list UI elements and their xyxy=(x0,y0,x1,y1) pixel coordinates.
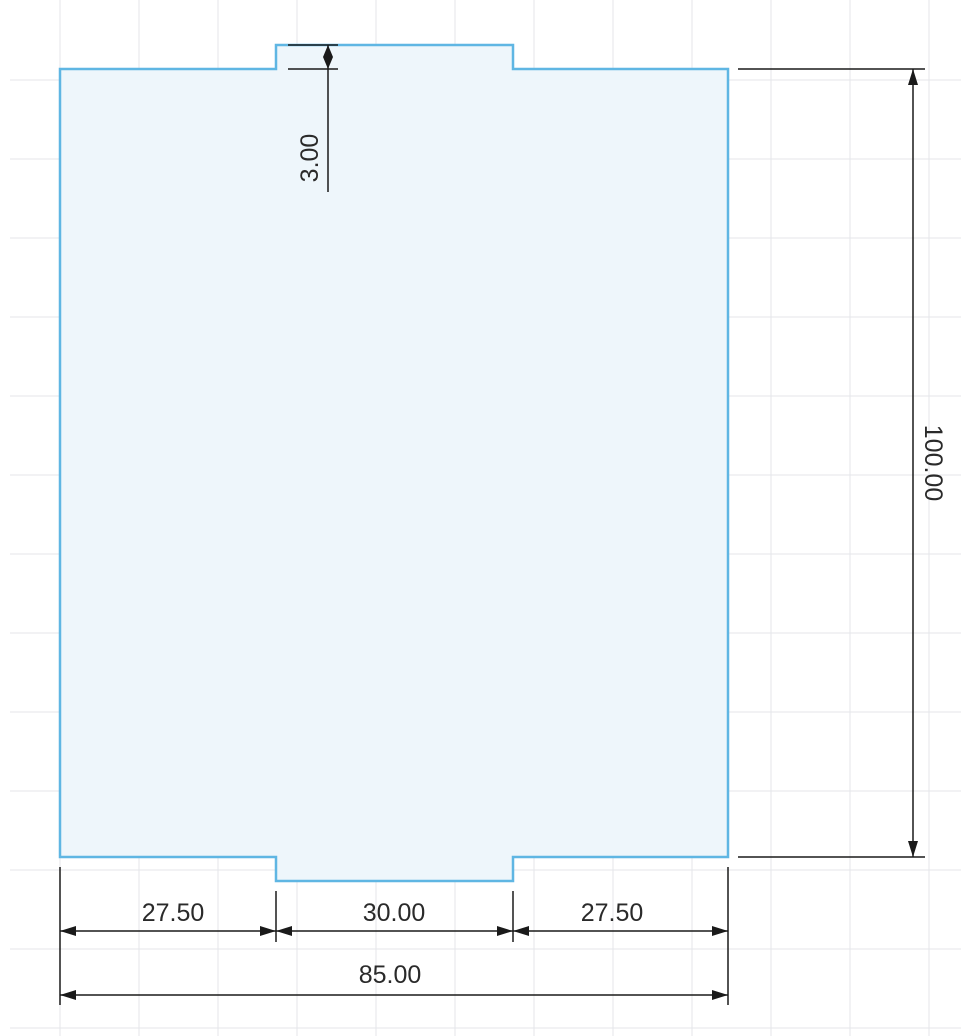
dimension-right-segment[interactable]: 27.50 xyxy=(513,899,728,936)
dimension-center-segment-label[interactable]: 30.00 xyxy=(363,899,426,927)
dimension-tab-offset-label[interactable]: 3.00 xyxy=(296,134,324,183)
arrow-icon xyxy=(60,990,76,1000)
dimension-overall-width[interactable]: 85.00 xyxy=(60,961,728,1000)
arrow-icon xyxy=(497,926,513,936)
horizontal-extension-lines xyxy=(59,867,729,1005)
arrow-icon xyxy=(908,841,918,857)
dimension-center-segment[interactable]: 30.00 xyxy=(276,899,513,936)
dimension-overall-height-label[interactable]: 100.00 xyxy=(919,425,947,501)
dimension-overall-width-label[interactable]: 85.00 xyxy=(359,961,422,989)
arrow-icon xyxy=(712,990,728,1000)
arrow-icon xyxy=(60,926,76,936)
arrow-icon xyxy=(712,926,728,936)
arrow-icon xyxy=(513,926,529,936)
arrow-icon xyxy=(323,57,333,69)
dimension-tab-offset[interactable]: 3.00 xyxy=(288,44,338,192)
dimension-left-segment[interactable]: 27.50 xyxy=(60,899,276,936)
sketch-profile[interactable] xyxy=(58,43,730,883)
arrow-icon xyxy=(260,926,276,936)
arrow-icon xyxy=(276,926,292,936)
dimension-right-segment-label[interactable]: 27.50 xyxy=(581,899,644,927)
dimension-left-segment-label[interactable]: 27.50 xyxy=(142,899,205,927)
arrow-icon xyxy=(908,69,918,85)
arrow-icon xyxy=(323,45,333,57)
dimension-overall-height[interactable]: 100.00 xyxy=(738,68,947,858)
